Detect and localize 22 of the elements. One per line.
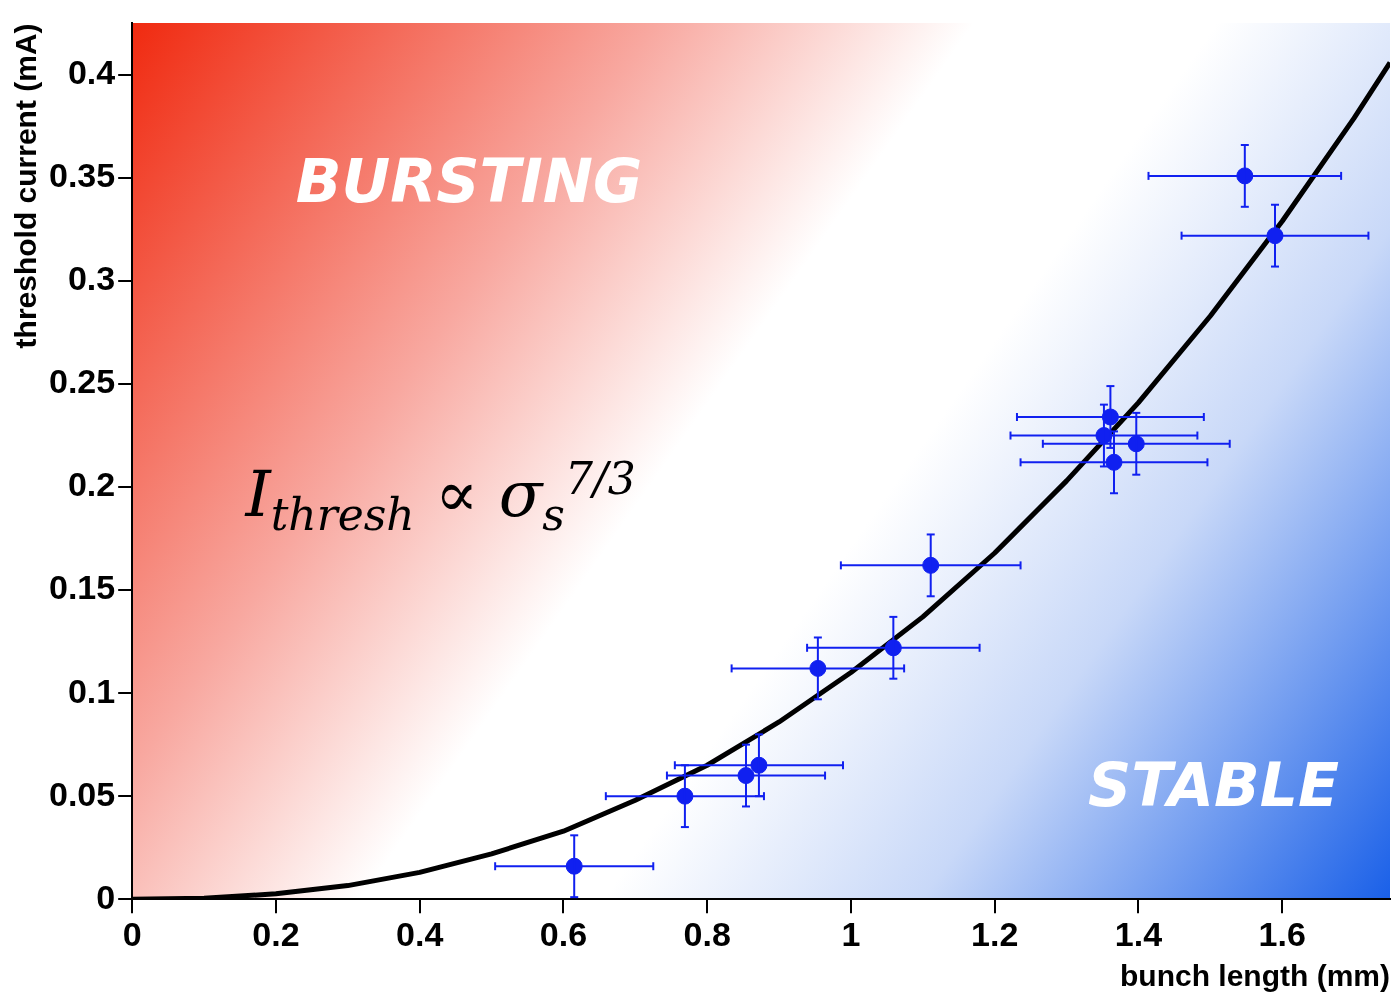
annotation: STABLE: [1088, 750, 1339, 821]
y-tick-label: 0.25: [48, 362, 116, 401]
y-tick-label: 0.05: [48, 774, 116, 813]
y-tick-label: 0.1: [67, 671, 116, 710]
y-tick-label: 0: [96, 877, 116, 916]
y-tick-label: 0.15: [48, 568, 116, 607]
y-tick-label: 0.35: [48, 156, 116, 195]
y-tick-label: 0.3: [67, 259, 116, 298]
x-tick-label: 1.6: [1258, 914, 1306, 953]
y-tick-label: 0.2: [67, 465, 116, 504]
x-tick-label: 1.2: [971, 914, 1019, 953]
x-tick-label: 0.2: [252, 914, 300, 953]
x-tick-label: 0.8: [683, 914, 731, 953]
x-tick-label: 0.4: [396, 914, 444, 953]
x-axis-title: bunch length (mm): [1120, 959, 1390, 993]
y-axis-title: threshold current (mA): [9, 23, 43, 349]
x-tick-label: 0.6: [539, 914, 588, 953]
x-tick-label: 1: [841, 914, 861, 953]
annotation: BURSTING: [295, 146, 643, 216]
x-tick-label: 0: [122, 914, 142, 953]
x-tick-label: 1.4: [1114, 914, 1163, 953]
y-tick-label: 0.4: [67, 53, 116, 92]
